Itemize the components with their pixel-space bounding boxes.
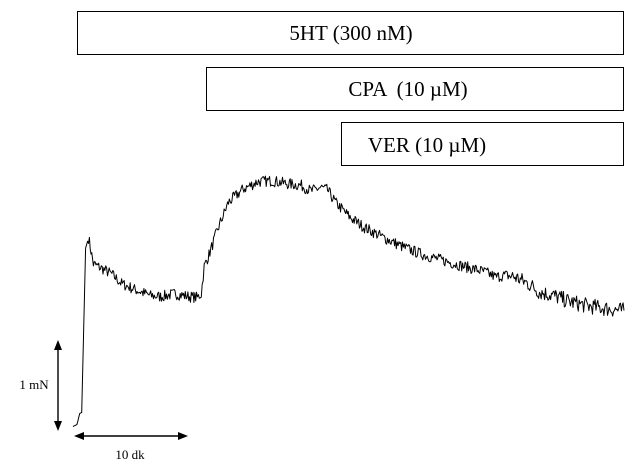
drug-bar-ver-label: VER (10 µM) [368, 133, 486, 157]
drug-bar-5ht-box [77, 11, 624, 55]
drug-bar-5ht: 5HT (300 nM) [77, 11, 624, 55]
time-scale-arrow-left [74, 432, 84, 440]
force-scale-label: 1 mN [19, 377, 49, 392]
drug-bar-ver: VER (10 µM) [341, 122, 624, 166]
drug-bar-5ht-label: 5HT (300 nM) [289, 21, 412, 45]
drug-bar-cpa-box [206, 67, 624, 111]
drug-bar-cpa-label: CPA (10 µM) [348, 77, 467, 101]
force-scale-arrow-up [54, 340, 62, 350]
time-scale-bar: 10 dk [74, 432, 188, 462]
tension-trace [72, 175, 625, 427]
drug-bar-ver-box [341, 122, 624, 166]
force-scale-bar: 1 mN [19, 340, 62, 431]
force-scale-arrow-down [54, 421, 62, 431]
time-scale-arrow-right [178, 432, 188, 440]
time-scale-label: 10 dk [115, 447, 145, 462]
drug-bar-cpa: CPA (10 µM) [206, 67, 624, 111]
